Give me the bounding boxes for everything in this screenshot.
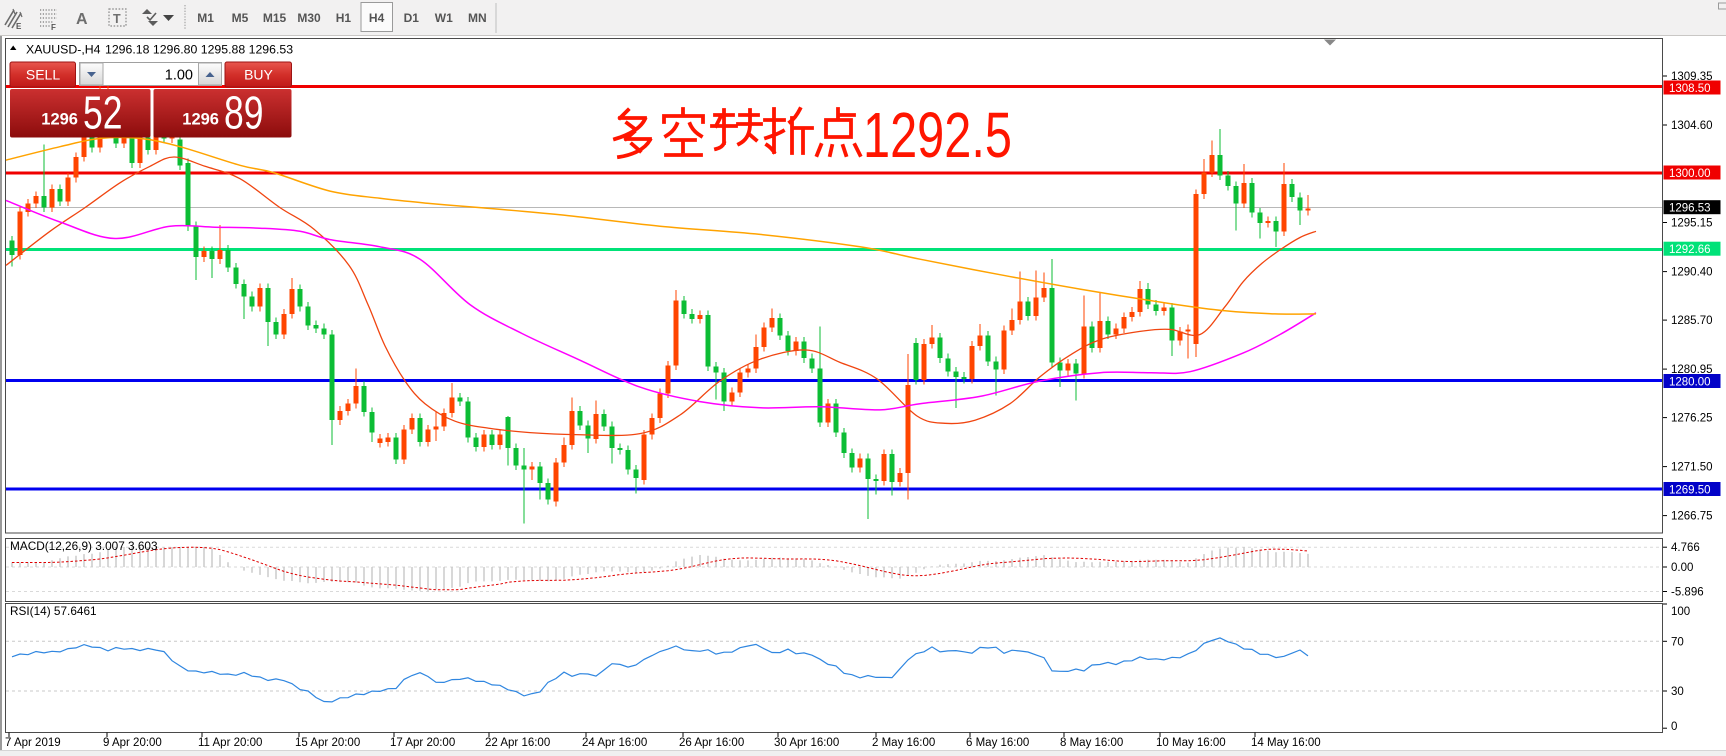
svg-text:52: 52	[83, 87, 123, 139]
svg-text:1276.25: 1276.25	[1671, 413, 1713, 425]
svg-text:D1: D1	[404, 11, 420, 25]
svg-text:17 Apr 20:00: 17 Apr 20:00	[390, 737, 455, 749]
svg-text:E: E	[16, 22, 22, 31]
svg-text:24 Apr 16:00: 24 Apr 16:00	[582, 737, 647, 749]
svg-text:XAUUSD-,H4: XAUUSD-,H4	[26, 43, 101, 57]
svg-text:BUY: BUY	[244, 67, 273, 83]
svg-text:H4: H4	[369, 11, 385, 25]
svg-text:A: A	[76, 11, 88, 28]
svg-text:1280.00: 1280.00	[1669, 377, 1711, 389]
svg-text:MACD(12,26,9) 3.007 3.603: MACD(12,26,9) 3.007 3.603	[10, 539, 158, 553]
svg-text:11 Apr 20:00: 11 Apr 20:00	[198, 737, 262, 749]
svg-text:1271.50: 1271.50	[1671, 462, 1713, 474]
svg-text:1.00: 1.00	[165, 68, 193, 84]
svg-text:26 Apr 16:00: 26 Apr 16:00	[679, 737, 744, 749]
svg-text:1295.15: 1295.15	[1671, 218, 1713, 230]
svg-text:14 May 16:00: 14 May 16:00	[1251, 737, 1321, 749]
svg-text:7 Apr 2019: 7 Apr 2019	[5, 737, 61, 749]
svg-text:-5.896: -5.896	[1671, 587, 1704, 599]
svg-text:H1: H1	[336, 11, 352, 25]
svg-text:30: 30	[1671, 686, 1684, 698]
svg-text:9 Apr 20:00: 9 Apr 20:00	[103, 737, 162, 749]
svg-text:22 Apr 16:00: 22 Apr 16:00	[485, 737, 550, 749]
svg-text:1266.75: 1266.75	[1671, 511, 1713, 523]
svg-text:MN: MN	[468, 11, 487, 25]
svg-text:1296: 1296	[182, 111, 219, 129]
svg-text:1300.00: 1300.00	[1669, 168, 1711, 180]
svg-text:1290.40: 1290.40	[1671, 267, 1713, 279]
svg-text:M15: M15	[263, 11, 287, 25]
svg-text:100: 100	[1671, 606, 1690, 618]
svg-text:RSI(14) 57.6461: RSI(14) 57.6461	[10, 604, 97, 618]
svg-text:M1: M1	[197, 11, 214, 25]
svg-text:M5: M5	[232, 11, 249, 25]
svg-text:1280.95: 1280.95	[1671, 364, 1713, 376]
svg-text:1292.5: 1292.5	[863, 99, 1012, 171]
svg-text:M30: M30	[297, 11, 321, 25]
svg-text:6 May 16:00: 6 May 16:00	[966, 737, 1029, 749]
svg-text:1285.70: 1285.70	[1671, 315, 1713, 327]
svg-text:0: 0	[1671, 721, 1677, 733]
svg-text:1292.66: 1292.66	[1669, 244, 1711, 256]
svg-text:1309.35: 1309.35	[1671, 71, 1713, 83]
svg-text:2 May 16:00: 2 May 16:00	[872, 737, 935, 749]
svg-text:70: 70	[1671, 636, 1684, 648]
svg-text:1269.50: 1269.50	[1669, 485, 1711, 497]
svg-text:1296.53: 1296.53	[1669, 203, 1711, 215]
svg-text:1304.60: 1304.60	[1671, 120, 1713, 132]
svg-text:F: F	[51, 23, 56, 32]
svg-text:8 May 16:00: 8 May 16:00	[1060, 737, 1123, 749]
svg-text:89: 89	[224, 87, 264, 139]
svg-text:W1: W1	[435, 11, 453, 25]
svg-text:15 Apr 20:00: 15 Apr 20:00	[295, 737, 360, 749]
svg-text:10 May 16:00: 10 May 16:00	[1156, 737, 1226, 749]
svg-text:T: T	[113, 12, 121, 26]
svg-text:1296.18 1296.80 1295.88 129: 1296.18 1296.80 1295.88 1296.53	[105, 43, 293, 57]
svg-text:1308.50: 1308.50	[1669, 83, 1711, 95]
svg-text:SELL: SELL	[26, 67, 60, 83]
svg-text:30 Apr 16:00: 30 Apr 16:00	[774, 737, 839, 749]
svg-text:0.00: 0.00	[1671, 562, 1693, 574]
svg-text:1296: 1296	[41, 111, 78, 129]
svg-text:4.766: 4.766	[1671, 542, 1700, 554]
